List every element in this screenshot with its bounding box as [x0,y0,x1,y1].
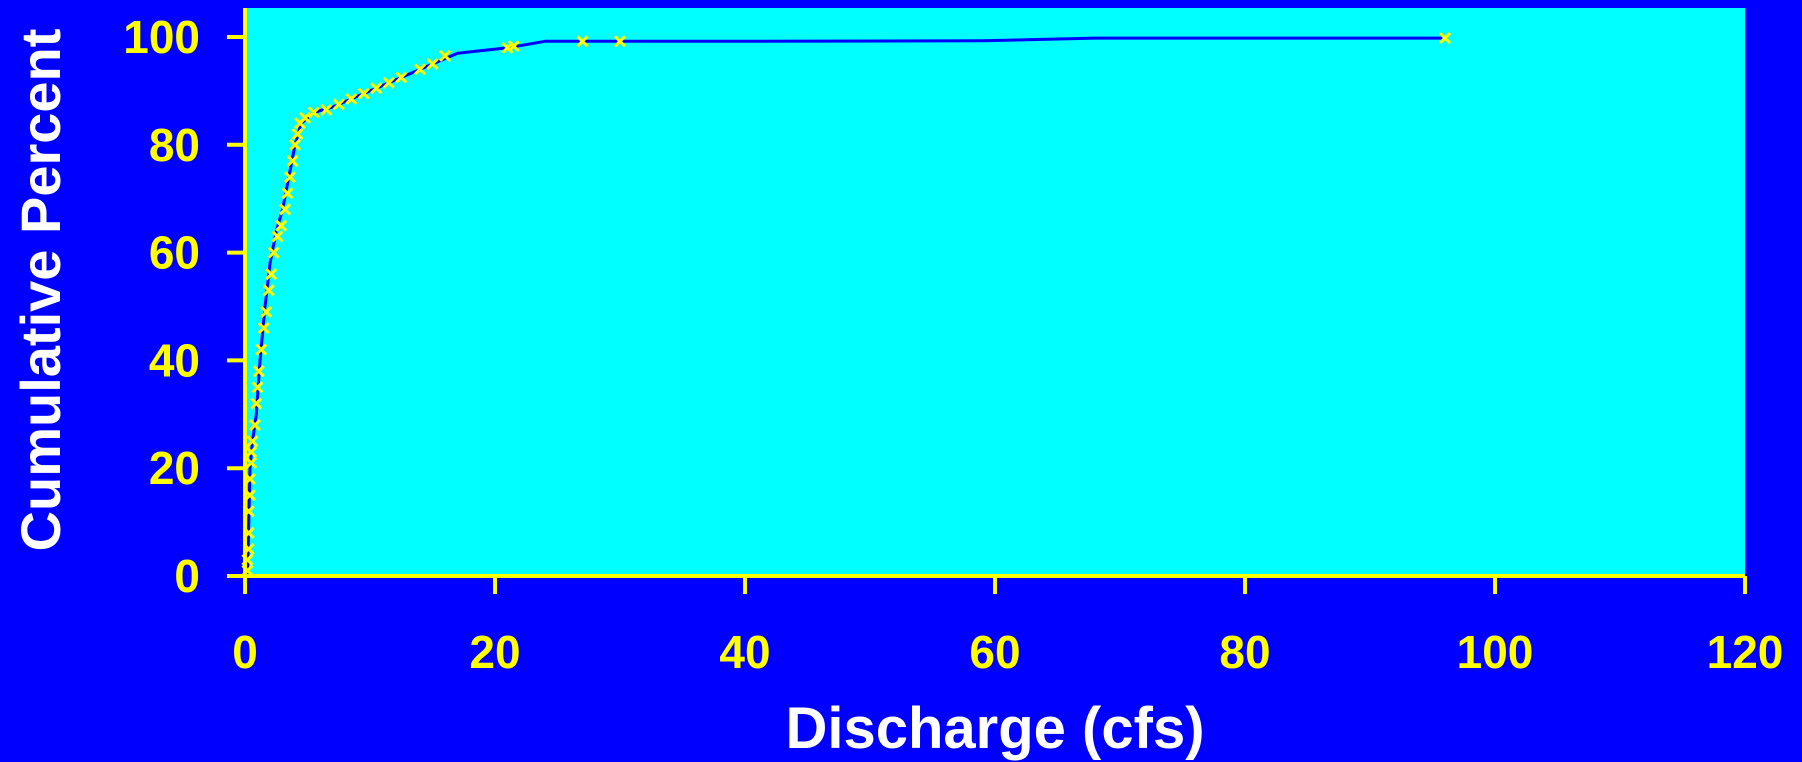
data-point-marker [246,435,259,448]
y-axis-title: Cumulative Percent [9,29,72,552]
data-point-marker [576,35,589,48]
data-point-marker [370,82,383,95]
data-point-marker [298,111,312,124]
data-point-marker [255,343,268,356]
x-axis-title: Discharge (cfs) [785,696,1204,761]
data-point-marker [320,103,333,116]
x-tick-label: 80 [1219,626,1270,678]
data-point-marker [507,40,520,53]
data-point-marker [426,57,439,71]
data-point-marker [307,106,320,119]
y-tick-label: 100 [123,11,200,63]
data-point-marker [382,76,395,89]
data-point-marker [291,127,304,141]
x-tick-label: 0 [232,626,258,678]
data-point-marker [275,219,288,232]
data-point-marker [413,63,427,76]
data-point-marker [245,456,258,469]
plot-area [245,8,1745,576]
data-point-marker [283,171,297,184]
y-tick-label: 0 [174,550,200,602]
data-point-marker [345,92,358,106]
x-tick-label: 100 [1457,626,1534,678]
data-point-marker [1438,32,1452,45]
data-point-marker [265,268,278,281]
data-point-marker [260,305,273,318]
data-point-marker [286,154,299,168]
y-tick-label: 40 [149,334,200,386]
y-tick-label: 80 [149,119,200,171]
data-point-marker [252,365,265,378]
data-point-marker [271,230,284,243]
data-point-marker [332,98,345,111]
data-point-marker [245,445,258,459]
data-point-marker [395,71,408,84]
data-point-marker [251,381,264,394]
x-tick-label: 120 [1707,626,1784,678]
x-tick-label: 60 [969,626,1020,678]
data-point-marker [357,87,370,100]
x-tick-label: 40 [719,626,770,678]
data-point-marker [278,203,292,216]
data-point-marker [267,246,280,259]
data-point-marker [248,419,262,432]
data-point-marker [262,284,275,297]
data-point-marker [288,138,302,151]
ticks-layer: 0 20 40 60 80 100 120 0 20 40 60 80 100 [123,11,1783,678]
y-tick-label: 20 [149,442,200,494]
data-point-marker [438,49,452,62]
x-tick-label: 20 [469,626,520,678]
y-tick-label: 60 [149,227,200,279]
data-point-marker [257,321,270,335]
data-point-marker [250,397,263,410]
data-point-marker [281,187,294,200]
data-point-marker [613,35,627,48]
